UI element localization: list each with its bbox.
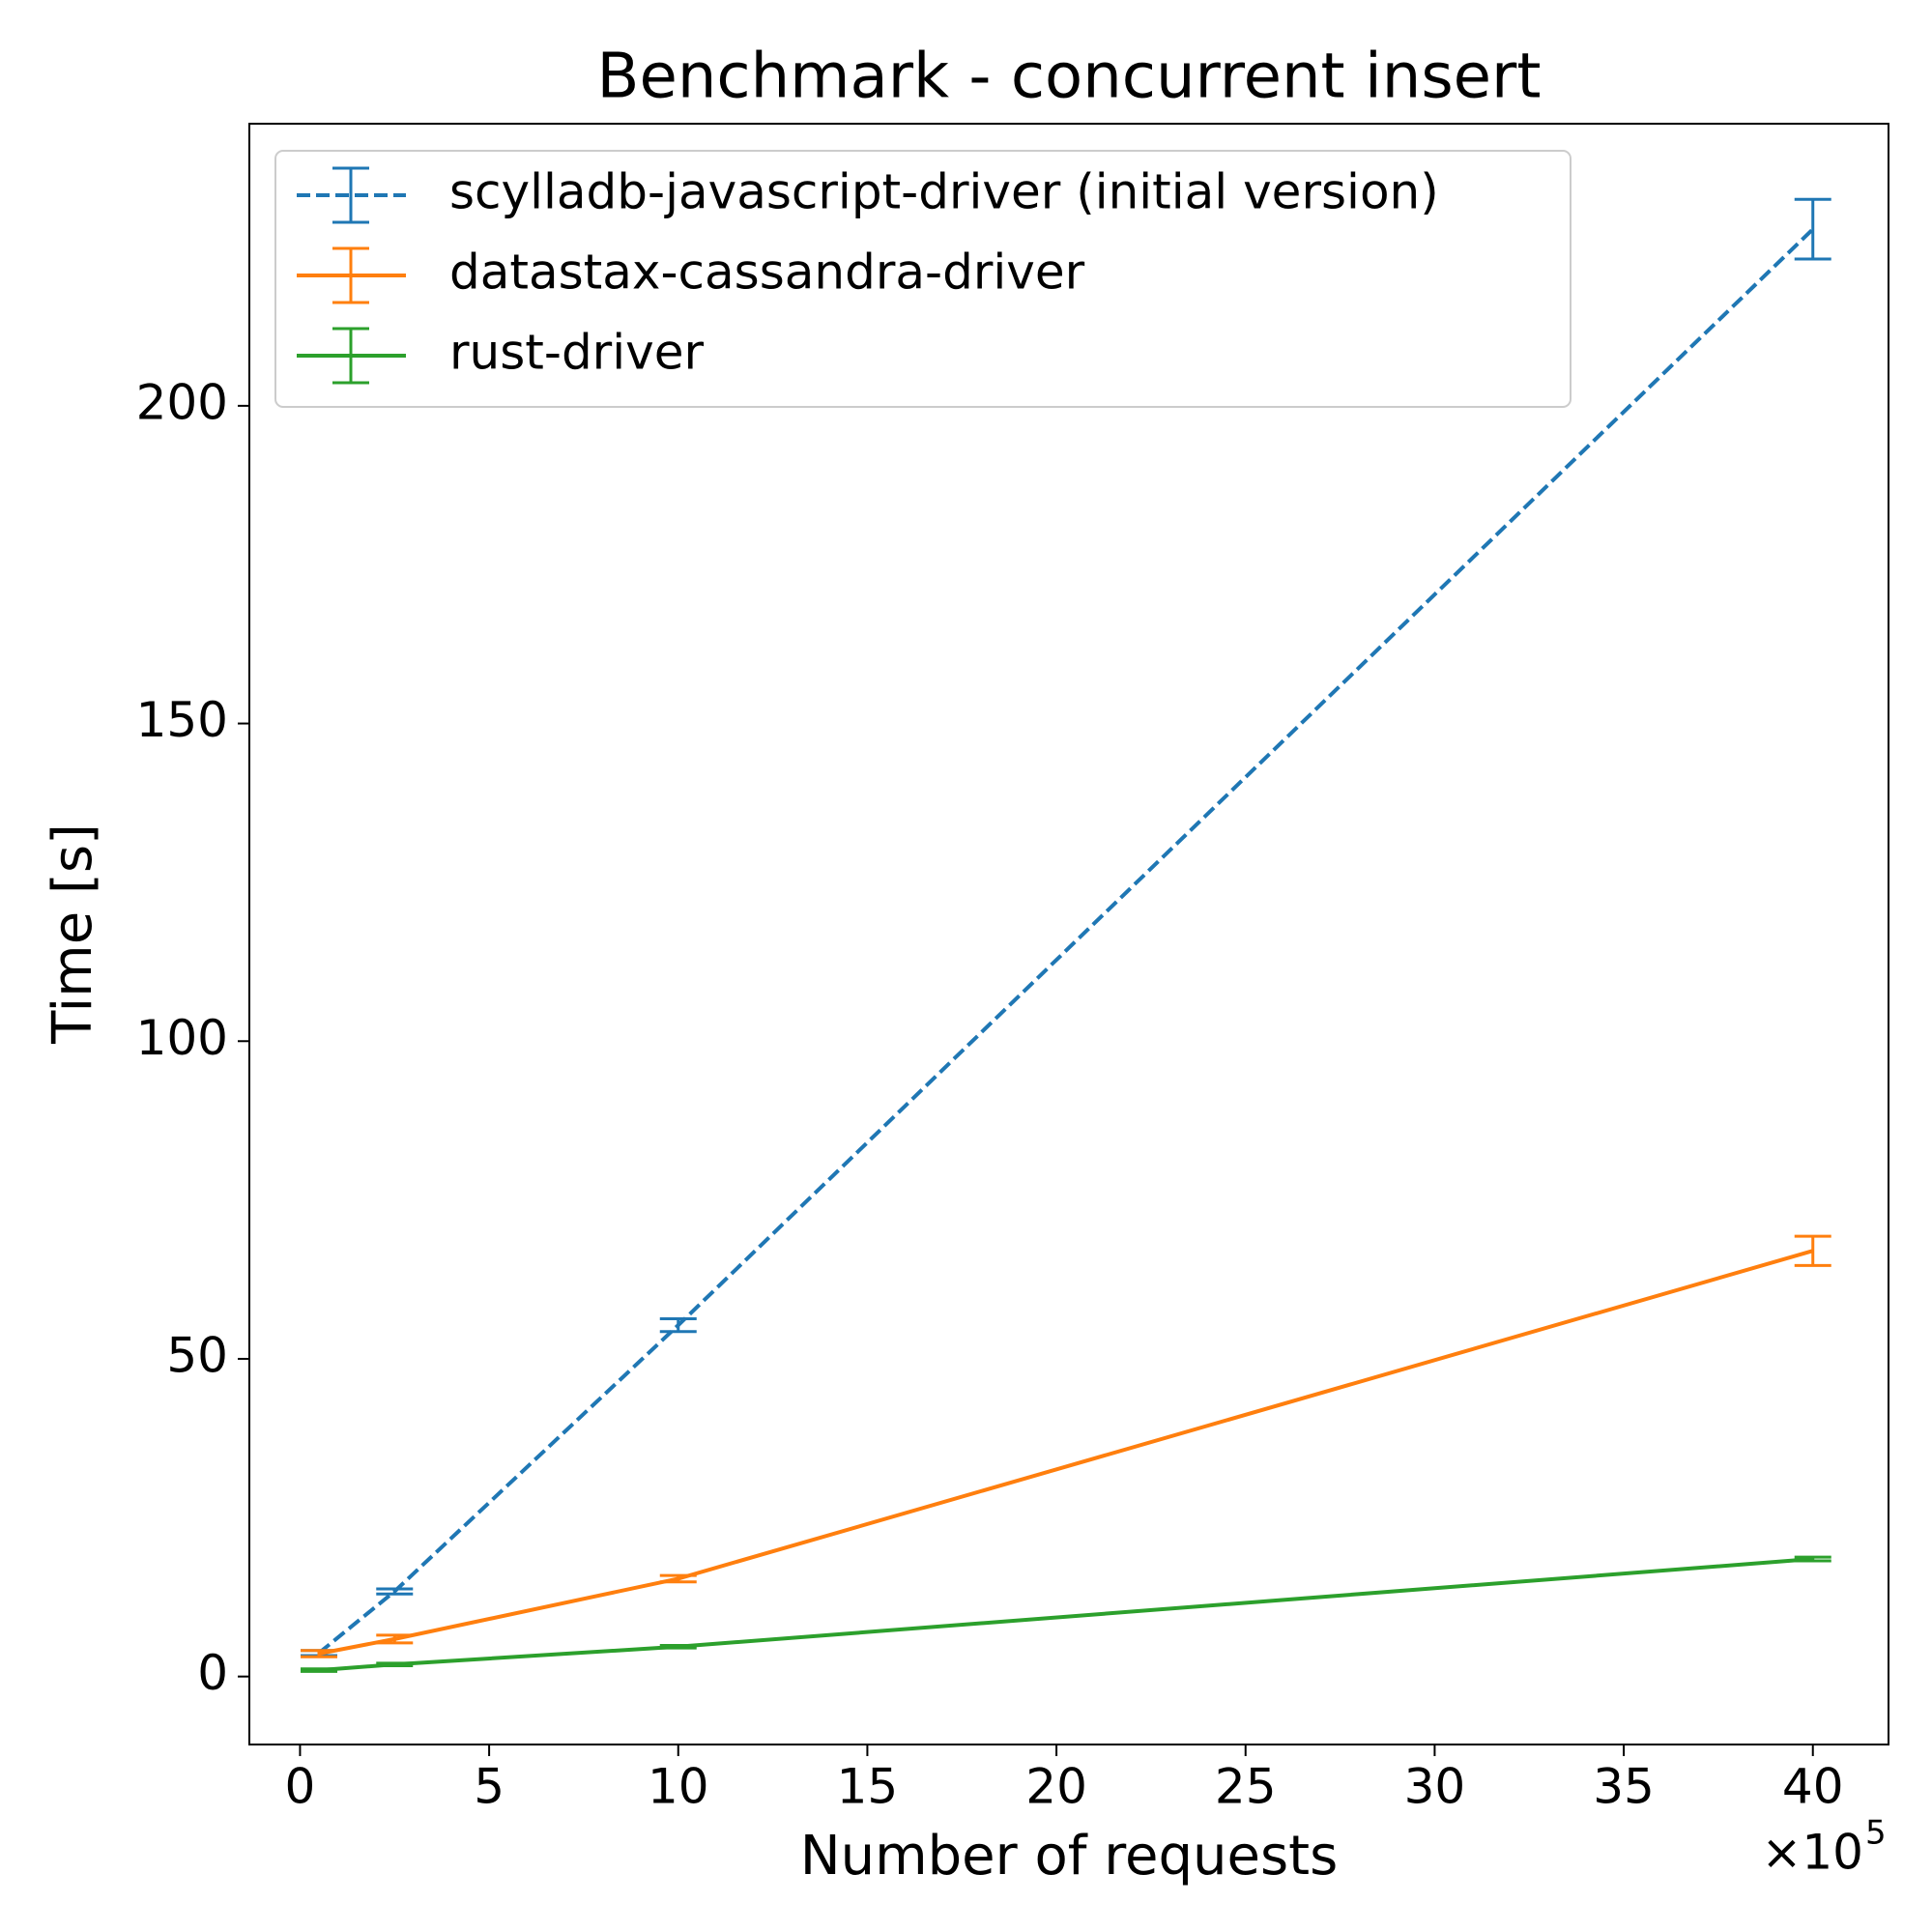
x-tick-label: 15	[837, 1759, 899, 1815]
error-bar	[659, 1317, 697, 1334]
x-tick-label: 5	[474, 1759, 505, 1815]
x-tick-label: 25	[1215, 1759, 1277, 1815]
y-axis-label: Time [s]	[42, 823, 104, 1045]
y-tick-label: 100	[136, 1010, 228, 1066]
legend-label: datastax-cassandra-driver	[449, 245, 1085, 301]
x-offset-text: ×10	[1761, 1825, 1863, 1881]
series-line	[318, 1249, 1814, 1656]
legend-label: rust-driver	[449, 325, 704, 381]
y-tick-label: 0	[197, 1645, 228, 1701]
x-tick-label: 10	[648, 1759, 709, 1815]
y-tick-label: 150	[136, 692, 228, 748]
error-bar	[376, 1587, 414, 1596]
x-offset-exponent: 5	[1865, 1814, 1887, 1853]
error-bar	[1794, 197, 1831, 261]
y-tick-label: 200	[136, 374, 228, 430]
legend-label: scylladb-javascript-driver (initial vers…	[449, 164, 1439, 220]
error-bar	[659, 1643, 697, 1650]
x-tick-label: 40	[1782, 1759, 1844, 1815]
error-bar	[301, 1667, 338, 1673]
error-bar	[376, 1661, 414, 1667]
axes-frame	[248, 123, 1889, 1745]
x-axis-label: Number of requests	[800, 1825, 1339, 1888]
error-bar	[376, 1633, 414, 1645]
error-bar	[301, 1649, 338, 1658]
error-bar	[1794, 1555, 1831, 1563]
legend-box	[274, 150, 1572, 408]
error-bar	[1794, 1234, 1831, 1267]
x-tick-label: 20	[1025, 1759, 1087, 1815]
x-tick-label: 0	[285, 1759, 316, 1815]
chart-title: Benchmark - concurrent insert	[597, 42, 1542, 113]
x-tick-label: 35	[1593, 1759, 1655, 1815]
series-line	[318, 1557, 1813, 1673]
x-tick-label: 30	[1404, 1759, 1466, 1815]
error-bar	[659, 1573, 697, 1584]
y-tick-label: 50	[166, 1327, 228, 1383]
series-line	[317, 227, 1815, 1655]
